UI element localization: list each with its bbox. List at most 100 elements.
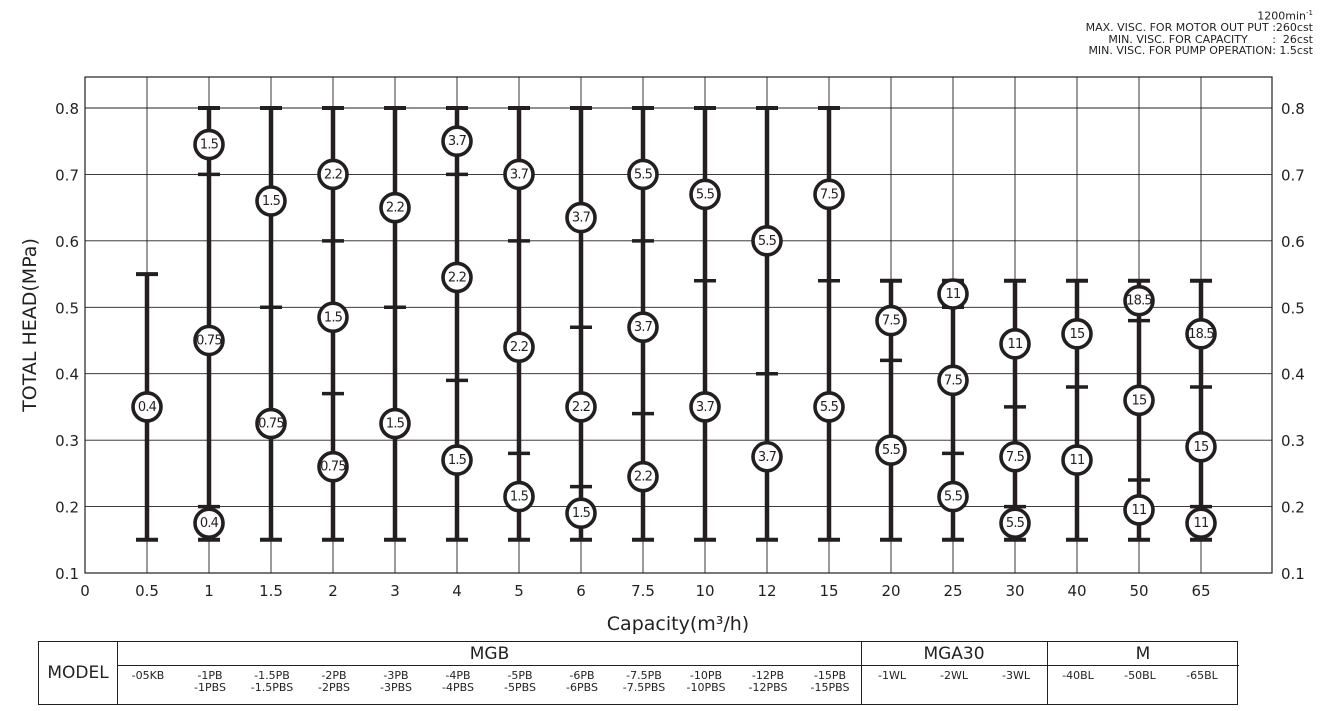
capacity-column: 1.5 2.2 3.7	[565, 106, 597, 542]
motor-kw-bubble	[751, 225, 783, 257]
motor-kw-label: 5.5	[820, 400, 839, 415]
model-cell: -10PB -10PBS	[686, 669, 726, 694]
y-tick-label-right: 0.7	[1281, 166, 1305, 184]
motor-kw-bubble	[565, 497, 597, 530]
motor-kw-label: 2.2	[510, 340, 528, 355]
motor-kw-bubble	[1061, 318, 1093, 350]
model-table: MODEL -05KB -1PB -1PBS -1.5PB -1.5PBS -2PB -2P…	[38, 641, 1239, 705]
y-tick-label-right: 0.1	[1281, 565, 1305, 583]
capacity-column: 11 15	[1061, 278, 1093, 542]
motor-kw-bubble	[193, 507, 225, 539]
motor-kw-label: 3.7	[448, 134, 467, 149]
model-cell: -3WL	[1002, 669, 1030, 682]
motor-kw-bubble	[503, 331, 535, 363]
capacity-column: 5.5 7.5	[813, 106, 845, 542]
x-tick-label: 5	[514, 582, 524, 600]
motor-kw-bubble	[193, 128, 225, 161]
y-tick-label-right: 0.8	[1281, 100, 1305, 118]
y-tick-label-left: 0.1	[55, 565, 79, 583]
capacity-column: 0.75 1.5	[255, 106, 287, 542]
capacity-column: 3.7 5.5	[689, 106, 721, 542]
x-tick-label: 65	[1191, 582, 1210, 600]
motor-kw-bubble	[379, 191, 411, 224]
motor-kw-label: 0.75	[196, 334, 222, 349]
motor-kw-bubble	[565, 201, 597, 234]
motor-kw-bubble	[627, 158, 659, 191]
model-cell: -1.5PB -1.5PBS	[250, 669, 294, 694]
motor-kw-bubble	[627, 311, 659, 344]
motor-kw-label: 3.7	[758, 450, 777, 465]
motor-kw-label: 0.75	[258, 417, 284, 432]
motor-kw-label: 7.5	[882, 314, 901, 329]
model-group-name: MGA30	[861, 642, 1047, 666]
capacity-column: 3.7 5.5	[751, 106, 783, 542]
y-tick-label-left: 0.8	[55, 100, 79, 118]
model-group-name: M	[1047, 642, 1239, 666]
motor-kw-bubble	[379, 407, 411, 440]
y-tick-label-left: 0.5	[55, 299, 79, 317]
model-cell: -5PB -5PBS	[504, 669, 536, 694]
motor-kw-bubble	[441, 261, 473, 294]
motor-kw-bubble	[1123, 494, 1155, 526]
motor-kw-label: 0.75	[320, 460, 346, 475]
motor-kw-label: 1.5	[200, 138, 219, 153]
x-tick-label: 30	[1005, 582, 1024, 600]
motor-kw-bubble	[131, 391, 163, 423]
x-tick-label: 25	[943, 582, 962, 600]
capacity-column: 1.5 2.2 3.7	[441, 106, 473, 542]
capacity-column: 5.5 7.5 11	[999, 278, 1031, 542]
motor-kw-label: 11	[1194, 516, 1209, 531]
motor-kw-label: 2.2	[386, 201, 404, 216]
motor-kw-label: 2.2	[634, 470, 652, 485]
motor-kw-bubble	[317, 158, 349, 191]
motor-kw-label: 3.7	[572, 211, 591, 226]
motor-kw-label: 3.7	[696, 400, 715, 415]
plot-frame	[84, 76, 1273, 574]
capacity-column: 1.5 2.2	[379, 106, 411, 542]
motor-kw-bubble	[627, 460, 659, 493]
performance-chart: 0.1 0.1 0.2 0.2 0.3 0.3 0.4 0.4 0.5 0.5 0.6 0.6 0.7 0…	[19, 76, 1305, 635]
motor-kw-bubble	[875, 304, 907, 337]
y-axis-title: TOTAL HEAD(MPa)	[19, 238, 41, 413]
motor-kw-bubble	[689, 391, 721, 423]
motor-kw-bubble	[937, 480, 969, 513]
motor-kw-label: 1.5	[386, 417, 405, 432]
capacity-column: 1.5 2.2 3.7	[503, 106, 535, 542]
x-tick-label: 12	[757, 582, 776, 600]
motor-kw-label: 3.7	[634, 320, 653, 335]
model-cell: -12PB -12PBS	[748, 669, 788, 694]
capacity-column: 11 15 18.5	[1123, 278, 1155, 542]
model-cell: -2WL	[940, 669, 968, 682]
motor-kw-bubble	[1185, 318, 1217, 350]
x-tick-label: 7.5	[631, 582, 655, 600]
motor-kw-label: 5.5	[882, 443, 901, 458]
motor-kw-label: 11	[1070, 453, 1085, 468]
motor-kw-bubble	[937, 364, 969, 397]
capacity-column: 5.5 7.5	[875, 278, 907, 542]
model-cell: -40BL	[1062, 669, 1094, 682]
x-tick-label: 4	[452, 582, 462, 600]
y-tick-label-right: 0.4	[1281, 366, 1305, 384]
motor-kw-label: 18.5	[1126, 294, 1152, 309]
motor-kw-bubble	[1185, 430, 1217, 463]
motor-kw-label: 7.5	[1006, 450, 1025, 465]
model-cell: -6PB -6PBS	[566, 669, 598, 694]
motor-kw-label: 5.5	[634, 167, 653, 182]
motor-kw-label: 2.2	[324, 167, 342, 182]
motor-kw-label: 0.4	[200, 516, 219, 531]
x-tick-label: 15	[819, 582, 838, 600]
model-cell: -05KB	[131, 669, 165, 682]
motor-kw-bubble	[875, 434, 907, 466]
motor-kw-bubble	[937, 278, 969, 310]
model-cell: -50BL	[1124, 669, 1156, 682]
motor-kw-label: 1.5	[324, 310, 343, 325]
motor-kw-label: 15	[1194, 440, 1209, 455]
motor-kw-label: 5.5	[758, 234, 777, 249]
motor-kw-label: 7.5	[944, 373, 963, 388]
model-cell: -7.5PB -7.5PBS	[622, 669, 666, 694]
y-tick-label-right: 0.2	[1281, 499, 1305, 517]
motor-kw-bubble	[1061, 444, 1093, 476]
motor-kw-bubble	[193, 324, 225, 357]
model-group-separator	[861, 642, 862, 704]
motor-kw-bubble	[503, 480, 535, 513]
